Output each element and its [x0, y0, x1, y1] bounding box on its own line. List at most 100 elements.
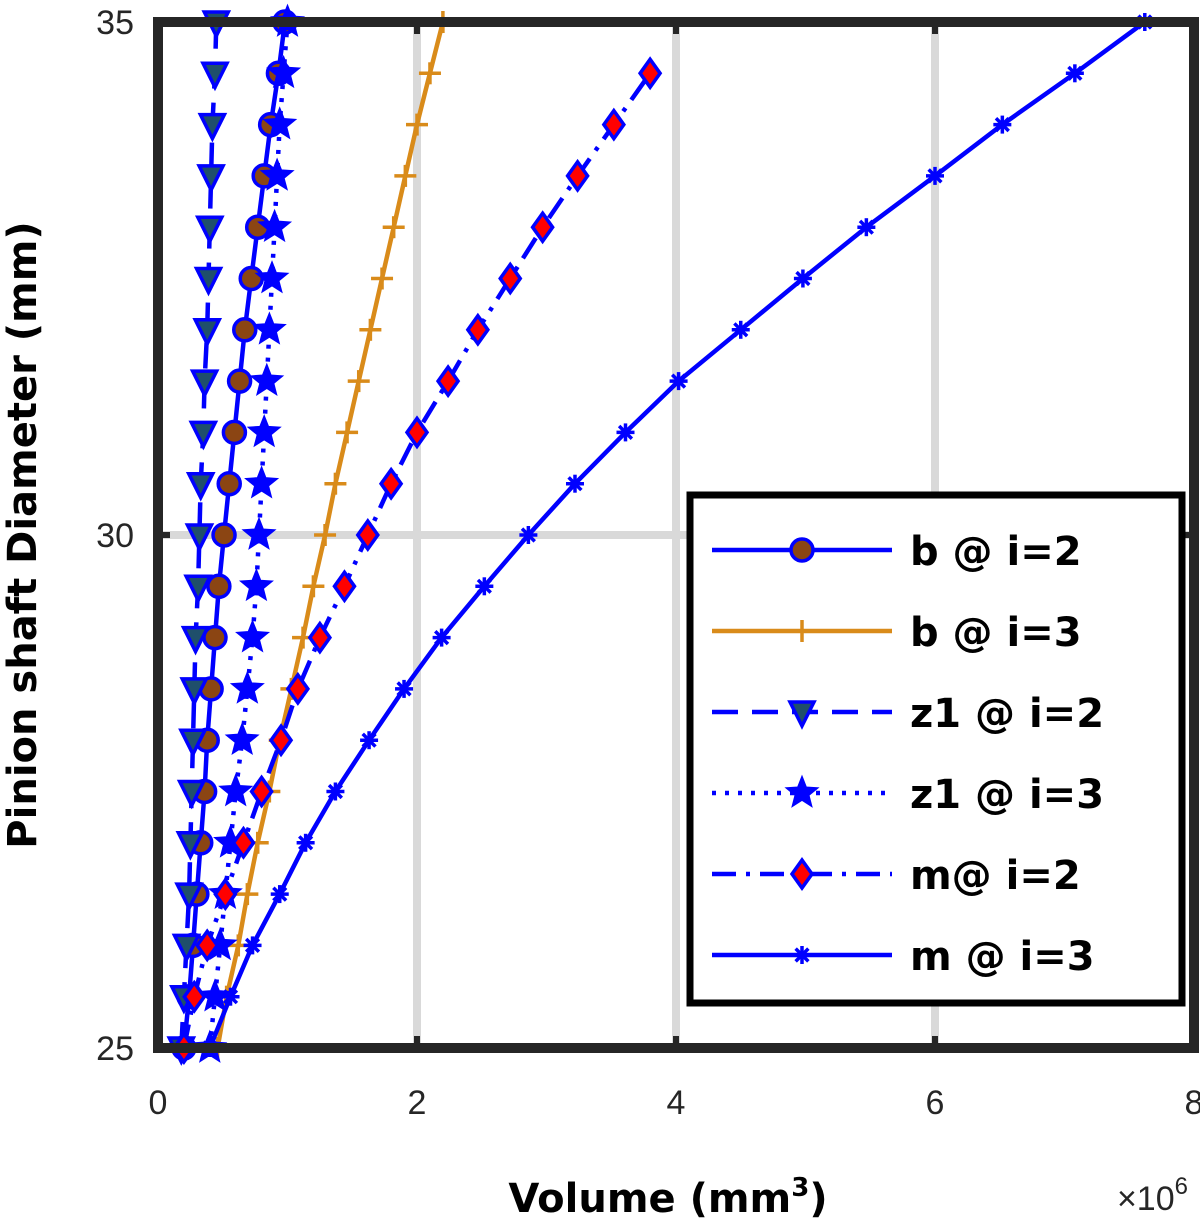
y-axis-label: Pinion shaft Diameter (mm) — [0, 221, 46, 848]
asterisk-spoke — [244, 937, 261, 954]
series-point — [601, 107, 626, 142]
series-point — [314, 524, 337, 546]
series-point — [235, 619, 271, 653]
series-line — [207, 21, 290, 1049]
series-point — [224, 721, 260, 756]
series-point — [616, 423, 635, 442]
series-point — [221, 419, 248, 446]
series-point — [382, 216, 405, 239]
series-line — [179, 21, 219, 1049]
y-tick-label: 30 — [96, 517, 134, 555]
series-point — [857, 218, 876, 237]
series-point — [197, 112, 228, 143]
series-point — [221, 987, 240, 1006]
series-group — [192, 3, 306, 1063]
series-point — [307, 620, 333, 655]
series-point — [243, 936, 262, 955]
legend-label: b @ i=2 — [910, 529, 1082, 575]
x-tick-label: 4 — [667, 1084, 686, 1122]
asterisk-spoke — [567, 476, 583, 492]
legend: b @ i=2 b @ i=3 z1 @ i=2 z1 @ i=3 m@ i=2 m @ … — [686, 491, 1186, 1007]
asterisk-spoke — [733, 322, 749, 338]
series-point — [244, 465, 280, 499]
series-point — [262, 106, 298, 140]
series-point — [418, 62, 441, 85]
legend-label: m@ i=2 — [910, 853, 1081, 899]
series-point — [206, 573, 232, 600]
series-point — [791, 620, 813, 642]
series-point — [249, 774, 274, 809]
x-axis-multiplier-prefix: ×10 — [1117, 1180, 1175, 1218]
series-point — [793, 946, 811, 964]
legend-label: b @ i=3 — [910, 610, 1082, 656]
series-point — [229, 670, 265, 704]
series-point — [180, 625, 211, 656]
series-point — [784, 774, 820, 808]
asterisk-spoke — [927, 168, 943, 184]
series-point — [355, 517, 380, 553]
x-tick-label: 8 — [1185, 1084, 1200, 1122]
series-point — [176, 779, 207, 810]
x-axis-multiplier: ×106 — [1117, 1173, 1188, 1218]
asterisk-spoke — [327, 783, 344, 800]
series-point — [211, 522, 237, 548]
asterisk-spoke — [272, 886, 288, 902]
series-point — [259, 157, 295, 191]
asterisk-spoke — [222, 989, 239, 1005]
series-point — [360, 731, 379, 750]
series-point — [394, 164, 417, 187]
asterisk-spoke — [858, 219, 874, 235]
series-point — [371, 267, 394, 290]
series-point — [179, 677, 210, 707]
series-point — [184, 523, 215, 553]
series-point — [519, 526, 538, 544]
asterisk-spoke — [396, 681, 412, 697]
series-point — [257, 208, 293, 243]
asterisk-spoke — [520, 527, 536, 543]
series-point — [302, 575, 325, 598]
series-point — [498, 261, 523, 296]
series-point — [192, 318, 223, 348]
series-point — [793, 269, 812, 288]
series-point — [226, 368, 253, 394]
series-point — [789, 856, 815, 892]
asterisk-spoke — [298, 835, 314, 851]
series-point — [787, 700, 817, 730]
asterisk-spoke — [795, 270, 811, 287]
legend-entry: b @ i=3 — [712, 610, 1082, 656]
series-point — [200, 61, 230, 92]
asterisk-spoke — [1067, 65, 1083, 81]
series-point — [171, 933, 202, 964]
series-point — [530, 210, 555, 245]
asterisk-spoke — [994, 116, 1010, 133]
legend-entry: z1 @ i=2 — [712, 691, 1104, 737]
series-point — [251, 311, 287, 345]
x-axis-label-tail: ) — [809, 1176, 827, 1222]
x-axis-label-sup: 3 — [791, 1173, 809, 1203]
legend-entry: m@ i=2 — [712, 853, 1081, 899]
series-point — [241, 516, 277, 550]
series-point — [213, 877, 238, 912]
series-point — [406, 113, 428, 136]
series-layer — [166, 3, 1154, 1066]
series-point — [175, 831, 206, 861]
x-tick-label: 0 — [149, 1084, 168, 1122]
series-point — [336, 421, 359, 444]
series-point — [378, 466, 404, 501]
series-point — [475, 577, 494, 596]
series-point — [268, 723, 294, 758]
series-point — [359, 318, 382, 341]
series-point — [266, 54, 302, 89]
series-point — [178, 728, 208, 759]
series-point — [565, 474, 584, 493]
series-point — [185, 471, 216, 502]
legend-label: z1 @ i=3 — [910, 772, 1104, 818]
series-point — [238, 567, 274, 602]
series-point — [236, 883, 259, 906]
series-point — [270, 885, 289, 904]
series-point — [231, 825, 256, 860]
legend-entry: z1 @ i=3 — [712, 772, 1104, 818]
series-group — [166, 10, 232, 1066]
legend-entry: m @ i=3 — [712, 934, 1095, 980]
